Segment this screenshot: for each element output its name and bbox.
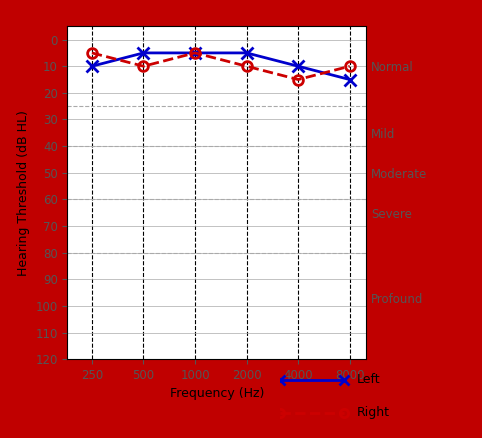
Text: Right: Right	[357, 406, 389, 419]
Left	[244, 50, 250, 56]
Right	[347, 64, 353, 69]
Right	[244, 64, 250, 69]
Left	[347, 77, 353, 82]
Text: Left: Left	[357, 374, 380, 386]
Right	[141, 64, 147, 69]
Line: Left: Left	[86, 47, 355, 85]
Left	[141, 50, 147, 56]
Left	[295, 64, 301, 69]
Left	[89, 64, 95, 69]
Right	[89, 50, 95, 56]
X-axis label: Frequency (Hz): Frequency (Hz)	[170, 388, 264, 400]
Left	[192, 50, 198, 56]
Y-axis label: Hearing Threshold (dB HL): Hearing Threshold (dB HL)	[17, 110, 30, 276]
Right	[192, 50, 198, 56]
Line: Right: Right	[87, 48, 355, 85]
Right	[295, 77, 301, 82]
